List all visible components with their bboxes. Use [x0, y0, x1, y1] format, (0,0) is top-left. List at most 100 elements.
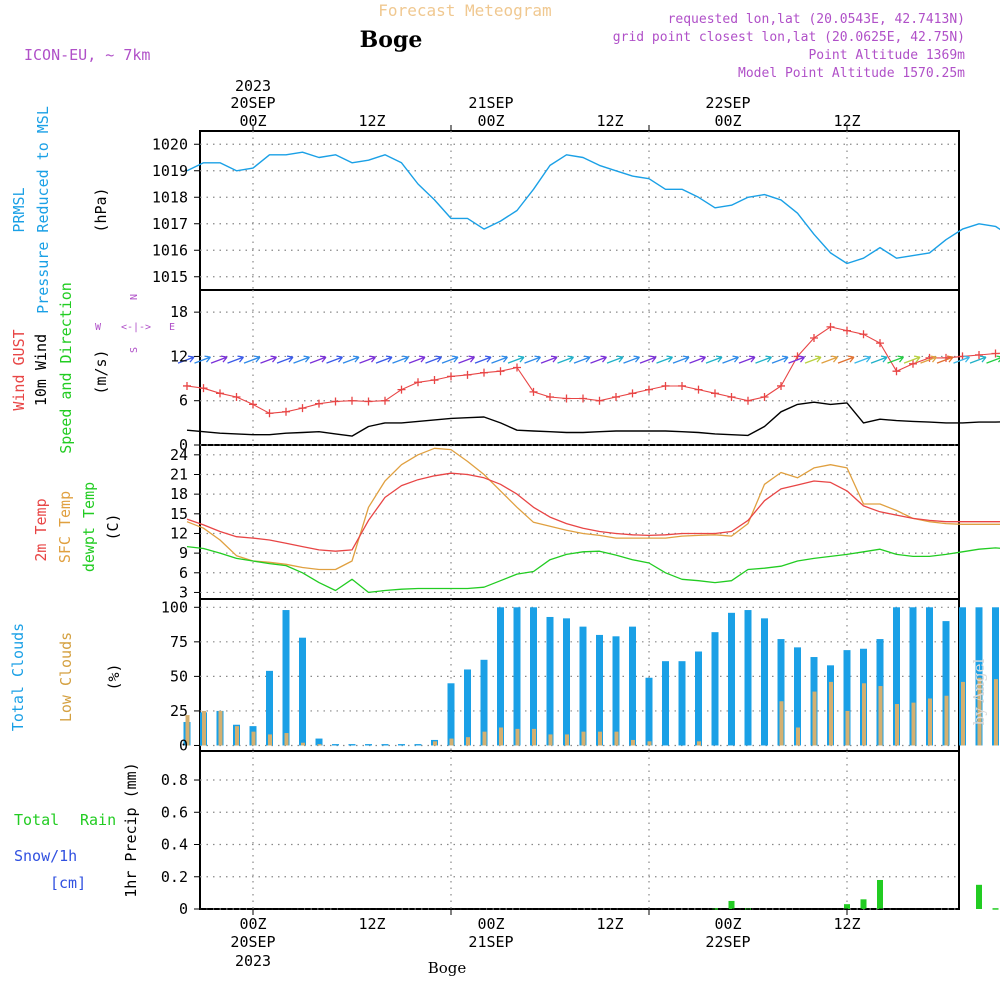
- low-cloud-bar: [944, 695, 949, 746]
- total-cloud-bar: [893, 607, 900, 746]
- total-cloud-bar: [959, 607, 966, 746]
- top-time-axis: 2023 20SEP 00Z 12Z 21SEP 00Z 12Z 22SEP 0…: [230, 77, 860, 130]
- gust-point: [447, 372, 455, 381]
- y-tick-label: 1017: [152, 215, 188, 233]
- wind-direction-arrow: [738, 355, 756, 364]
- low-cloud-bar: [449, 738, 454, 746]
- total-cloud-bar: [464, 669, 471, 746]
- gust-point: [727, 393, 736, 402]
- wind-direction-arrow: [986, 355, 1000, 364]
- low-cloud-bar: [482, 731, 487, 746]
- y-tick-label: 6: [179, 564, 188, 582]
- bottom-date-label: 22SEP: [705, 933, 750, 951]
- total-cloud-bar: [447, 683, 455, 746]
- top-time-label: 00Z: [714, 112, 741, 130]
- gust-point: [991, 349, 1000, 358]
- wind-direction-arrow: [276, 355, 294, 364]
- bottom-time-label: 12Z: [833, 915, 860, 933]
- total-cloud-bar: [596, 634, 603, 746]
- wind-label-3: Speed and Direction: [57, 282, 75, 454]
- wind-speed-line: [186, 401, 1000, 437]
- wind-direction-arrow: [870, 355, 888, 364]
- gust-point: [942, 353, 950, 362]
- gust-point: [562, 394, 571, 403]
- low-cloud-bar: [466, 737, 470, 746]
- y-tick-label: 75: [170, 633, 188, 651]
- low-cloud-bar: [268, 734, 272, 746]
- gust-point: [876, 339, 884, 348]
- bottom-time-label: 12Z: [358, 915, 385, 933]
- wind-direction-arrow: [491, 355, 509, 364]
- low-cloud-bar: [779, 701, 784, 746]
- dewpt-line: [186, 545, 1000, 594]
- total-cloud-bar: [546, 616, 554, 746]
- wind-direction-arrow: [821, 355, 839, 364]
- precip-panel: [199, 750, 960, 910]
- wind-direction-arrow: [375, 355, 393, 364]
- top-time-label: 12Z: [596, 112, 623, 130]
- compass-n: N: [129, 294, 140, 300]
- wind-direction-arrow: [920, 355, 938, 364]
- gust-point: [513, 363, 521, 372]
- gust-point: [810, 333, 818, 342]
- gust-point: [546, 393, 554, 402]
- top-date-label: 21SEP: [468, 94, 513, 112]
- y-tick-label: 0: [179, 736, 188, 754]
- gust-point: [628, 389, 637, 398]
- rain-bar: [992, 908, 999, 910]
- bottom-time-label: 12Z: [596, 915, 623, 933]
- low-cloud-bar: [218, 710, 223, 746]
- y-tick-label: 1018: [152, 188, 188, 206]
- temp-label-1: 2m Temp: [32, 498, 50, 561]
- total-cloud-bar: [711, 632, 719, 746]
- wind-direction-arrow: [210, 355, 228, 364]
- total-cloud-bar: [530, 607, 537, 746]
- gust-point: [694, 385, 703, 394]
- low-cloud-bar: [614, 731, 619, 746]
- wind-label-2: 10m Wind: [32, 334, 50, 406]
- gust-point: [975, 350, 983, 359]
- wind-direction-arrow: [293, 355, 311, 364]
- gust-point: [463, 370, 472, 379]
- y-tick-label: 18: [170, 485, 188, 503]
- clouds-unit: (%): [105, 663, 123, 690]
- total-cloud-bar: [414, 744, 422, 746]
- low-cloud-bar: [548, 734, 553, 746]
- bottom-date-label: 21SEP: [468, 933, 513, 951]
- top-year-label: 2023: [235, 77, 271, 95]
- gust-point: [315, 399, 323, 408]
- gust-point: [843, 326, 851, 335]
- gust-point: [265, 409, 274, 418]
- wind-direction-arrow: [854, 355, 872, 364]
- wind-direction-arrow: [441, 355, 459, 364]
- clouds-label-1: Total Clouds: [9, 623, 27, 731]
- total-cloud-bar: [282, 610, 290, 746]
- wind-direction-arrow: [837, 355, 855, 364]
- wind-direction-arrow: [507, 355, 525, 364]
- total-cloud-bar: [728, 612, 735, 746]
- gust-point: [249, 400, 257, 409]
- wind-direction-arrow: [606, 355, 624, 364]
- gust-point: [331, 397, 340, 406]
- total-cloud-bar: [299, 637, 306, 746]
- gust-point: [298, 404, 307, 413]
- wind-direction-arrow: [425, 355, 443, 364]
- footer-location: Boge: [428, 959, 467, 977]
- wind-direction-arrow: [177, 355, 195, 364]
- low-cloud-bar: [812, 691, 817, 746]
- wind-direction-arrow: [474, 355, 492, 364]
- bottom-time-axis: 00Z 20SEP 2023 12Z 00Z 21SEP 12Z 00Z 22S…: [230, 915, 860, 970]
- gust-point: [892, 367, 901, 376]
- top-time-label: 12Z: [833, 112, 860, 130]
- total-cloud-bar: [612, 636, 620, 746]
- low-cloud-bar: [878, 686, 883, 746]
- low-cloud-bar: [317, 744, 322, 746]
- gust-point: [661, 381, 670, 390]
- top-date-label: 20SEP: [230, 94, 275, 112]
- wind-panel: [199, 289, 960, 446]
- gust-point: [183, 381, 191, 390]
- gust-point: [232, 393, 241, 402]
- low-cloud-bar: [565, 734, 569, 746]
- total-cloud-bar: [777, 639, 785, 746]
- low-cloud-bar: [845, 710, 850, 746]
